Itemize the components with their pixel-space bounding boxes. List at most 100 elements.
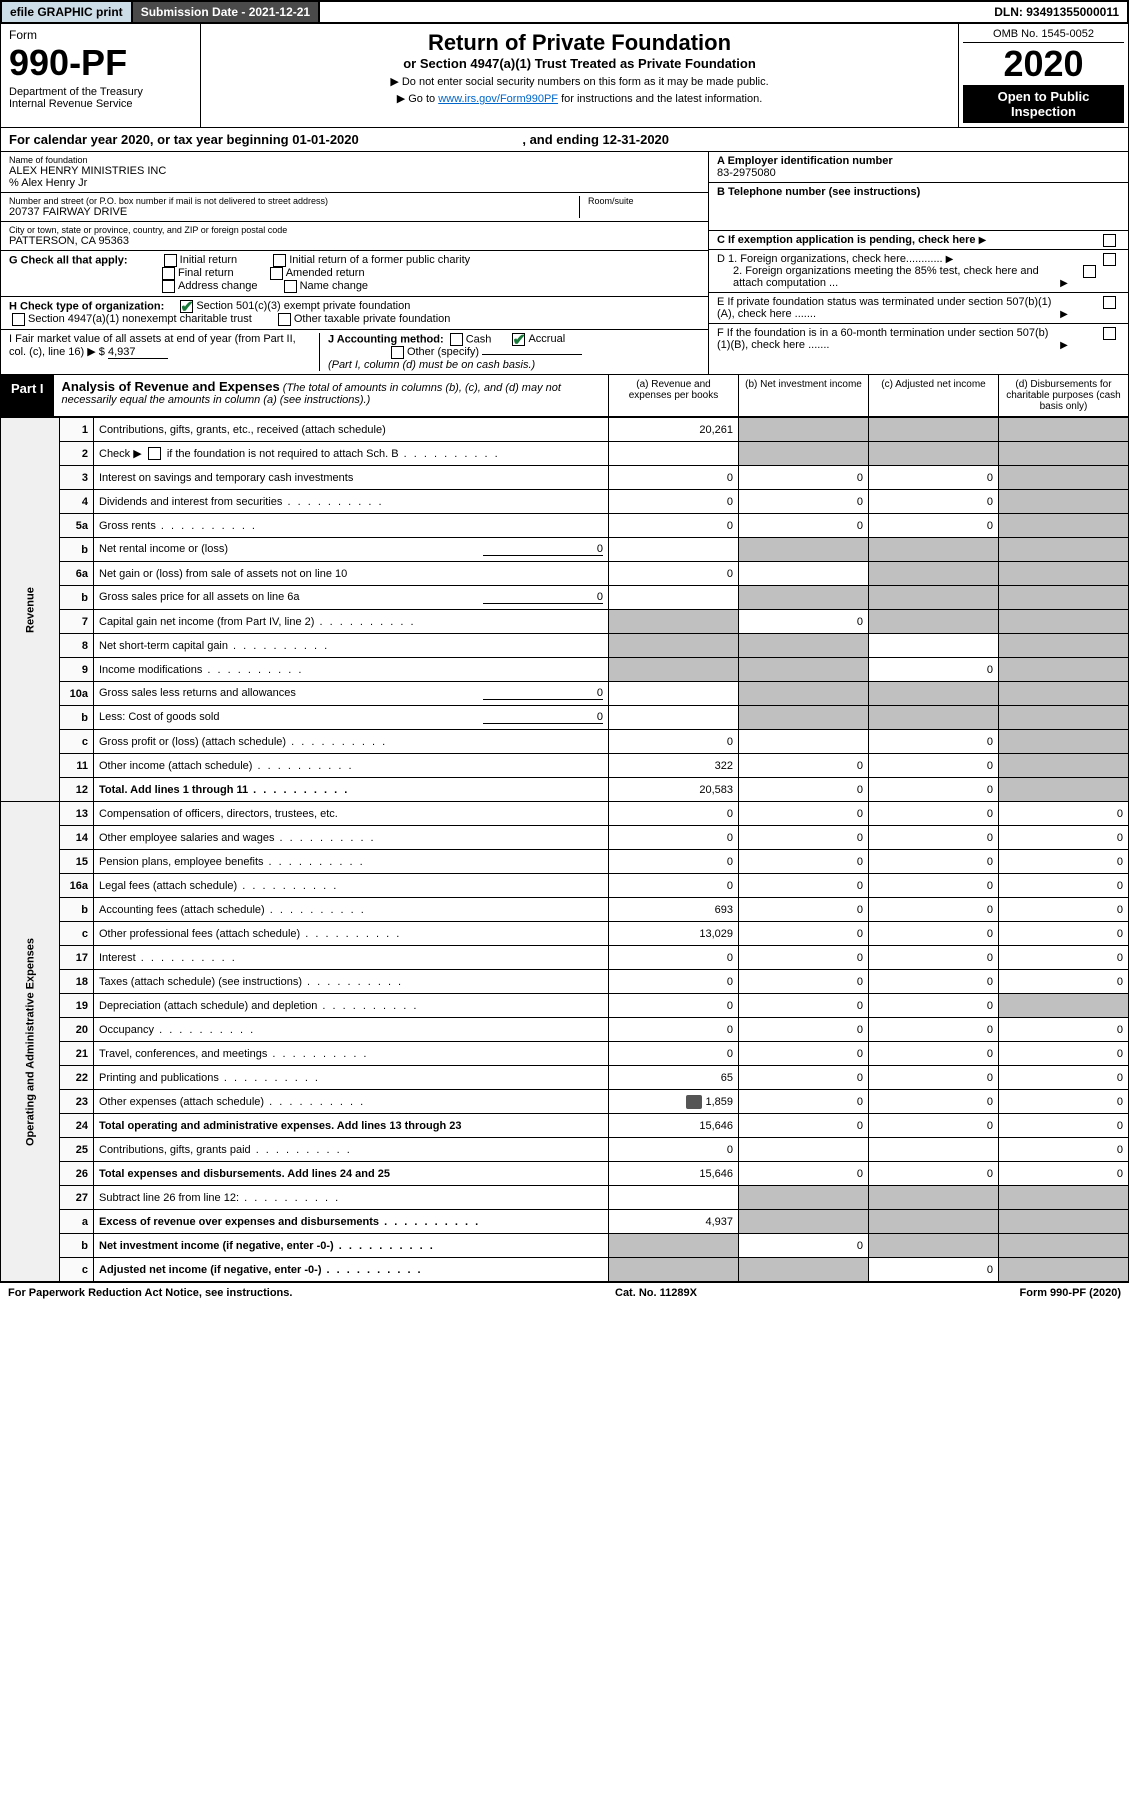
table-cell (999, 634, 1129, 658)
dln: DLN: 93491355000011 (986, 2, 1127, 22)
table-row: Operating and Administrative Expenses13C… (1, 802, 1129, 826)
table-cell: 0 (739, 778, 869, 802)
line-number: 20 (60, 1018, 94, 1042)
line-desc: Gross rents (94, 514, 609, 538)
table-row: 14Other employee salaries and wages0000 (1, 826, 1129, 850)
chk-d1[interactable] (1103, 253, 1116, 266)
table-cell (739, 562, 869, 586)
open-inspection: Open to Public Inspection (963, 85, 1124, 123)
table-cell: 0 (609, 826, 739, 850)
chk-accrual[interactable] (512, 333, 525, 346)
tel-label: B Telephone number (see instructions) (717, 186, 920, 198)
section-d1: D 1. Foreign organizations, check here..… (717, 253, 943, 265)
table-cell (609, 442, 739, 466)
table-cell (609, 634, 739, 658)
form-subtitle: or Section 4947(a)(1) Trust Treated as P… (207, 56, 952, 71)
table-cell: 0 (609, 850, 739, 874)
line-desc: Check ▶ if the foundation is not require… (94, 442, 609, 466)
table-cell: 0 (869, 850, 999, 874)
table-cell (609, 586, 739, 610)
chk-amended[interactable] (270, 267, 283, 280)
table-cell: 0 (609, 1042, 739, 1066)
table-cell (999, 706, 1129, 730)
table-cell: 0 (869, 1162, 999, 1186)
chk-cash[interactable] (450, 333, 463, 346)
table-cell: 0 (739, 994, 869, 1018)
table-cell: 0 (999, 802, 1129, 826)
table-cell: 0 (739, 754, 869, 778)
chk-sch-b[interactable] (148, 447, 161, 460)
entity-info: Name of foundation ALEX HENRY MINISTRIES… (0, 152, 1129, 375)
chk-final[interactable] (162, 267, 175, 280)
table-cell: 0 (739, 490, 869, 514)
table-cell: 0 (869, 874, 999, 898)
col-c-header: (c) Adjusted net income (868, 375, 998, 416)
table-cell: 322 (609, 754, 739, 778)
line-number: 16a (60, 874, 94, 898)
col-d-header: (d) Disbursements for charitable purpose… (998, 375, 1128, 416)
table-cell: 20,261 (609, 418, 739, 442)
table-row: aExcess of revenue over expenses and dis… (1, 1210, 1129, 1234)
table-cell (869, 418, 999, 442)
chk-initial-former[interactable] (273, 254, 286, 267)
line-number: 14 (60, 826, 94, 850)
line-desc: Total. Add lines 1 through 11 (94, 778, 609, 802)
table-cell (609, 706, 739, 730)
table-row: 15Pension plans, employee benefits0000 (1, 850, 1129, 874)
table-row: 7Capital gain net income (from Part IV, … (1, 610, 1129, 634)
chk-other-tax[interactable] (278, 313, 291, 326)
footer-left: For Paperwork Reduction Act Notice, see … (8, 1287, 292, 1299)
line-desc: Interest on savings and temporary cash i… (94, 466, 609, 490)
line-desc: Other employee salaries and wages (94, 826, 609, 850)
efile-label[interactable]: efile GRAPHIC print (2, 2, 133, 22)
page-footer: For Paperwork Reduction Act Notice, see … (0, 1282, 1129, 1303)
table-cell: 4,937 (609, 1210, 739, 1234)
table-row: 9Income modifications0 (1, 658, 1129, 682)
line-desc: Net short-term capital gain (94, 634, 609, 658)
chk-501c3[interactable] (180, 300, 193, 313)
irs-link[interactable]: www.irs.gov/Form990PF (438, 93, 558, 105)
table-row: cAdjusted net income (if negative, enter… (1, 1258, 1129, 1282)
line-desc: Legal fees (attach schedule) (94, 874, 609, 898)
table-cell (999, 514, 1129, 538)
table-cell (609, 682, 739, 706)
section-g: G Check all that apply: Initial return I… (1, 251, 708, 297)
table-cell (739, 682, 869, 706)
chk-f[interactable] (1103, 327, 1116, 340)
chk-other-method[interactable] (391, 346, 404, 359)
table-row: 23Other expenses (attach schedule) 1,859… (1, 1090, 1129, 1114)
chk-name-change[interactable] (284, 280, 297, 293)
table-cell (999, 1186, 1129, 1210)
chk-4947[interactable] (12, 313, 25, 326)
table-cell: 0 (609, 514, 739, 538)
table-cell: 0 (869, 1090, 999, 1114)
table-cell (609, 538, 739, 562)
table-cell: 0 (739, 970, 869, 994)
line-desc: Taxes (attach schedule) (see instruction… (94, 970, 609, 994)
table-cell: 0 (869, 898, 999, 922)
table-cell (739, 442, 869, 466)
table-cell: 0 (609, 1018, 739, 1042)
table-cell (869, 442, 999, 466)
chk-e[interactable] (1103, 296, 1116, 309)
table-cell: 0 (869, 514, 999, 538)
table-cell (739, 418, 869, 442)
table-row: 18Taxes (attach schedule) (see instructi… (1, 970, 1129, 994)
line-number: 8 (60, 634, 94, 658)
submission-date: Submission Date - 2021-12-21 (133, 2, 320, 22)
fmv-value: 4,937 (108, 346, 168, 359)
chk-d2[interactable] (1083, 265, 1096, 278)
line-number: 19 (60, 994, 94, 1018)
table-cell: 1,859 (609, 1090, 739, 1114)
table-cell: 0 (999, 922, 1129, 946)
line-number: 12 (60, 778, 94, 802)
chk-addr-change[interactable] (162, 280, 175, 293)
chk-c[interactable] (1103, 234, 1116, 247)
attachment-icon[interactable] (686, 1095, 702, 1109)
table-cell: 0 (739, 898, 869, 922)
table-cell: 693 (609, 898, 739, 922)
line-number: 11 (60, 754, 94, 778)
line-desc: Net gain or (loss) from sale of assets n… (94, 562, 609, 586)
chk-initial[interactable] (164, 254, 177, 267)
table-cell (999, 466, 1129, 490)
